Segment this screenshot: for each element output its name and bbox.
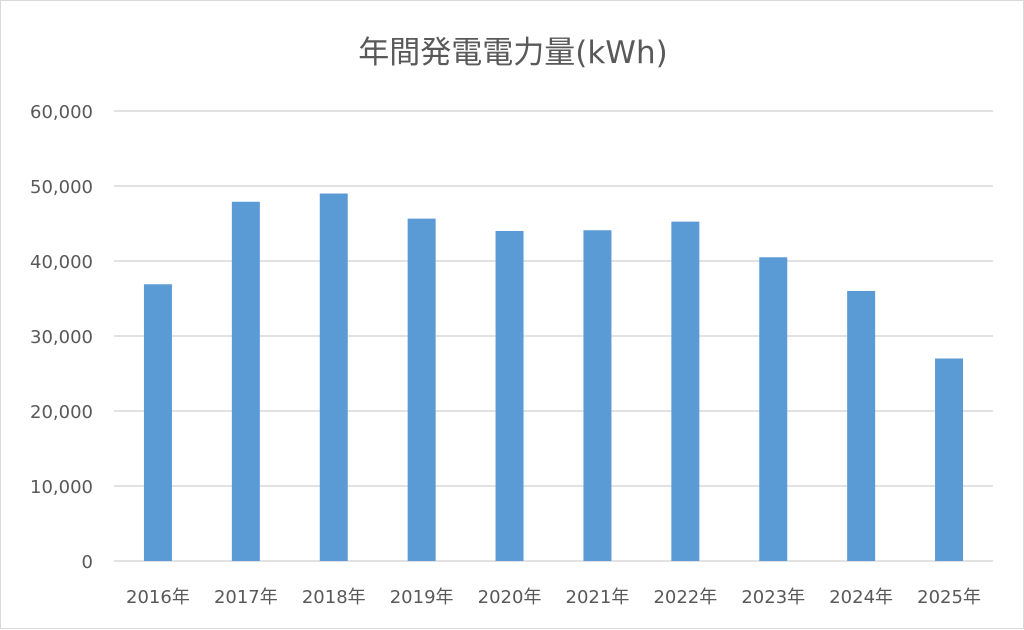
bar <box>759 257 788 561</box>
y-tick-label: 0 <box>82 552 93 573</box>
bar <box>143 284 172 561</box>
y-tick-label: 30,000 <box>30 327 93 348</box>
x-tick-label: 2021年 <box>566 587 630 608</box>
chart-title: 年間発電電力量(kWh) <box>358 35 667 71</box>
y-tick-label: 10,000 <box>30 477 93 498</box>
x-tick-label: 2023年 <box>741 587 805 608</box>
y-tick-label: 40,000 <box>30 252 93 273</box>
x-tick-label: 2020年 <box>478 587 542 608</box>
y-tick-label: 20,000 <box>30 402 93 423</box>
x-tick-label: 2019年 <box>390 587 454 608</box>
bar <box>407 218 436 561</box>
y-tick-label: 50,000 <box>30 177 93 198</box>
bar <box>231 201 260 561</box>
bar <box>671 221 700 561</box>
bar <box>495 231 524 561</box>
x-tick-label: 2025年 <box>917 587 981 608</box>
x-tick-label: 2016年 <box>126 587 190 608</box>
y-tick-label: 60,000 <box>30 102 93 123</box>
x-tick-label: 2017年 <box>214 587 278 608</box>
x-tick-label: 2022年 <box>653 587 717 608</box>
bar <box>935 358 964 561</box>
bar <box>583 230 612 561</box>
x-tick-label: 2024年 <box>829 587 893 608</box>
bar <box>847 291 876 561</box>
x-tick-label: 2018年 <box>302 587 366 608</box>
bar <box>319 193 348 561</box>
